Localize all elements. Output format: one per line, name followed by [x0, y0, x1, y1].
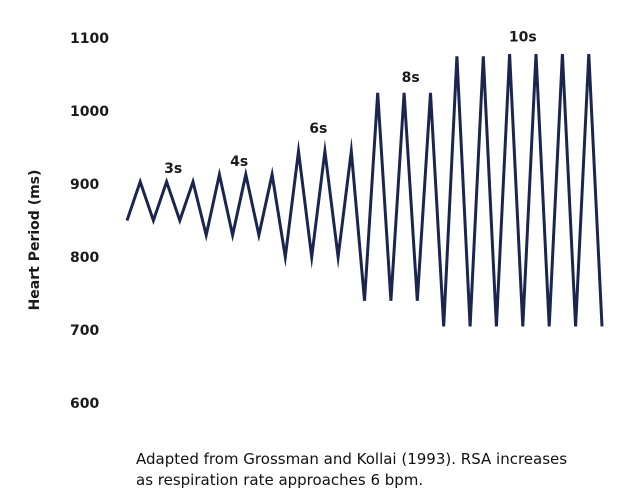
y-tick-label: 600 [70, 396, 99, 412]
chart: Heart Period (ms) 1100 1000 900 800 700 600 3… [27, 30, 604, 412]
y-tick-label: 700 [70, 323, 99, 339]
period-annotation: 8s [402, 70, 420, 86]
caption-line-2: as respiration rate approaches 6 bpm. [136, 471, 424, 489]
period-annotation: 10s [509, 30, 537, 46]
caption-line-1: Adapted from Grossman and Kollai (1993).… [136, 450, 568, 468]
y-tick-labels: 1100 1000 900 800 700 600 [70, 31, 109, 412]
period-annotation: 6s [309, 121, 327, 137]
chart-caption: Adapted from Grossman and Kollai (1993).… [136, 449, 616, 491]
period-annotations: 3s 4s 6s 8s 10s [164, 30, 537, 177]
y-tick-label: 900 [70, 177, 99, 193]
period-annotation: 4s [230, 154, 248, 170]
y-tick-label: 800 [70, 250, 99, 266]
y-tick-label: 1100 [70, 31, 109, 47]
heart-period-series-line [125, 54, 604, 327]
period-annotation: 3s [164, 161, 182, 177]
y-axis-label: Heart Period (ms) [27, 170, 43, 311]
y-tick-label: 1000 [70, 104, 109, 120]
